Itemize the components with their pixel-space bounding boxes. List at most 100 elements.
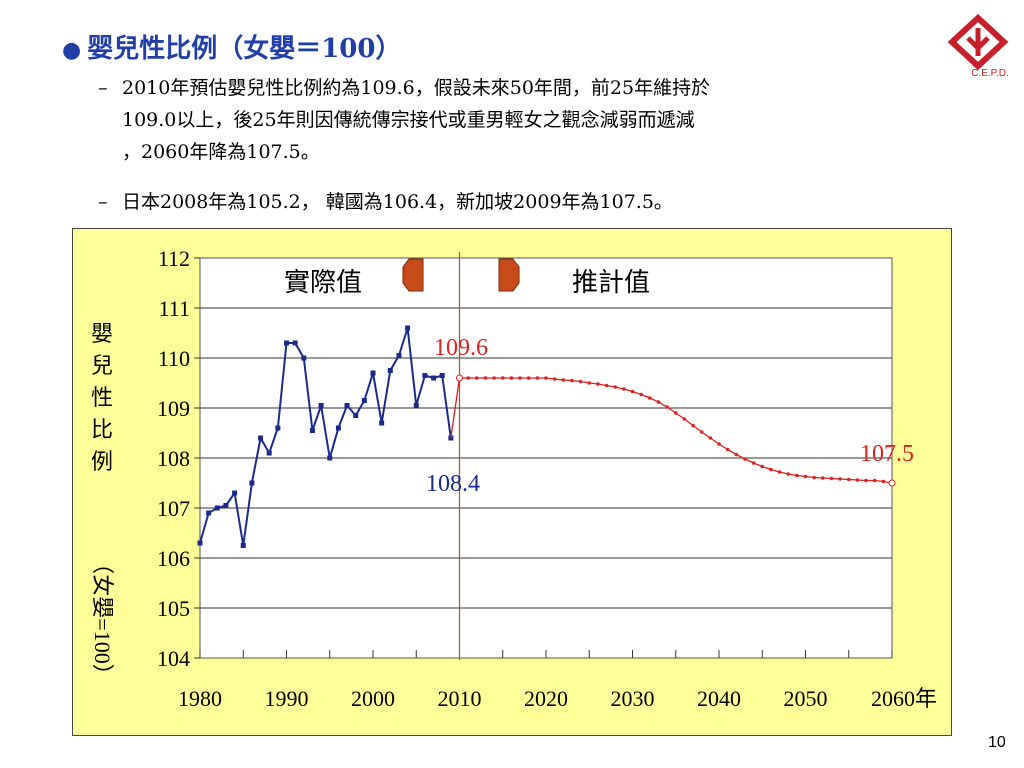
projected-point (466, 376, 470, 380)
annotations: 實際值 推計值 109.6 108.4 107.5 (284, 258, 914, 497)
y-axis-label: 嬰兒性比例 （女嬰=100） (90, 321, 115, 686)
projected-point (691, 423, 695, 428)
projected-point (630, 389, 635, 394)
actual-point (413, 403, 419, 408)
projected-point (872, 478, 877, 483)
actual-point (292, 340, 298, 346)
actual-point (439, 373, 445, 378)
y-axis-unit: （女嬰=100） (90, 552, 115, 685)
projected-point (596, 382, 600, 386)
y-tick-label: 108 (157, 446, 190, 471)
projected-point (821, 476, 825, 480)
y-axis-label-char: 嬰 (91, 321, 113, 346)
x-tick-label: 2060年 (871, 686, 937, 711)
chart-panel: 104 105 106 107 108 109 110 111 112 1980 1990 2000… (72, 228, 952, 736)
y-tick-label: 107 (157, 496, 190, 521)
slide-title-text: 婴兒性比例（女嬰＝100） (87, 34, 402, 64)
projected-point (526, 376, 531, 380)
y-tick-label: 104 (157, 646, 190, 671)
projected-point (864, 478, 868, 483)
y-tick-label: 112 (158, 246, 190, 271)
bullet-2-line-1: 日本2008年為105.2， 韓國為106.4，新加坡2009年為107.5。 (122, 191, 673, 213)
projected-point (769, 467, 773, 472)
projected-point (673, 411, 678, 415)
projected-point (492, 376, 496, 380)
projected-point (803, 474, 808, 479)
actual-point (405, 325, 411, 331)
projected-point (838, 477, 842, 481)
actual-series-line (199, 327, 452, 546)
bullet-1-line-1: 2010年預估嬰兒性比例約為109.6，假設未來50年間，前25年維持於 (122, 77, 711, 99)
y-axis-label-char: 兒 (91, 353, 113, 378)
projected-point (829, 476, 834, 481)
projected-point (888, 479, 896, 487)
y-axis: 104 105 106 107 108 109 110 111 112 (157, 246, 200, 671)
actual-point (396, 353, 402, 358)
actual-point (387, 368, 393, 373)
projected-point (483, 376, 488, 380)
projected-point (578, 379, 583, 384)
x-tick-label: 2050 (784, 686, 828, 711)
actual-label: 實際值 (284, 268, 362, 297)
projected-series-line (450, 377, 893, 484)
projected-point (777, 470, 782, 474)
bullet-2: – 日本2008年為105.2， 韓國為106.4，新加坡2009年為107.5… (98, 186, 673, 218)
arrow-left-icon (402, 258, 424, 292)
dash-icon: – (98, 77, 108, 99)
projected-point (535, 376, 540, 380)
projected-point (699, 430, 704, 434)
annotation-start-value: 109.6 (434, 335, 488, 361)
projected-point (544, 376, 548, 380)
x-tick-label: 2020 (524, 686, 568, 711)
page-number: 10 (988, 734, 1006, 751)
actual-point (240, 543, 246, 548)
projected-point (846, 477, 851, 482)
projected-point (561, 378, 566, 382)
actual-point (361, 398, 367, 403)
annotation-last-actual: 108.4 (426, 471, 480, 497)
projected-point (812, 475, 816, 480)
x-tick-label: 2030 (611, 686, 655, 711)
projected-point (552, 377, 557, 381)
actual-point (249, 480, 255, 486)
y-axis-label-char: 性 (91, 385, 113, 410)
projected-point (613, 385, 618, 389)
projected-point (881, 479, 886, 484)
y-tick-label: 106 (157, 546, 190, 571)
projected-point (708, 436, 713, 440)
x-tick-label: 1990 (265, 686, 309, 711)
bullet-1: – 2010年預估嬰兒性比例約為109.6，假設未來50年間，前25年維持於 1… (98, 72, 711, 168)
projected-point (760, 464, 765, 469)
sex-ratio-chart: 104 105 106 107 108 109 110 111 112 1980 1990 2000… (90, 246, 937, 711)
actual-point (335, 425, 341, 431)
projected-point (751, 461, 756, 465)
actual-point (422, 373, 428, 378)
projected-point (855, 478, 860, 482)
actual-point (275, 425, 281, 431)
actual-point (223, 503, 229, 508)
series-layer (197, 252, 896, 660)
projected-point (743, 457, 747, 461)
projected-point (456, 374, 463, 382)
projected-point (786, 472, 791, 476)
actual-point (327, 455, 333, 461)
projected-point (734, 452, 739, 457)
actual-point (344, 403, 350, 408)
projected-point (570, 378, 574, 383)
y-tick-label: 111 (159, 296, 190, 321)
projected-point (682, 417, 687, 421)
actual-point (214, 505, 220, 511)
actual-point (379, 420, 385, 426)
actual-point (431, 375, 437, 381)
projected-point (717, 442, 721, 446)
logo-text: C.E.P.D. (971, 68, 1009, 78)
actual-point (353, 413, 359, 418)
y-tick-label: 109 (157, 396, 190, 421)
y-axis-label-char: 例 (91, 449, 113, 474)
projected-point (500, 376, 505, 380)
projected-point (587, 381, 592, 385)
x-tick-label: 2000 (351, 686, 395, 711)
x-tick-label: 2040 (697, 686, 741, 711)
actual-point (206, 510, 212, 516)
gridlines (200, 307, 892, 609)
